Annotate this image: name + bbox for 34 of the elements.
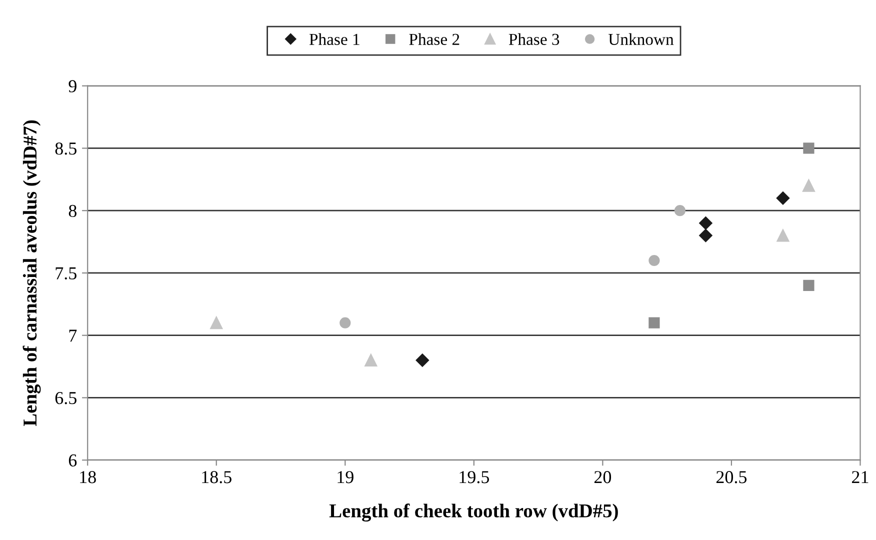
- x-axis-title: Length of cheek tooth row (vdD#5): [329, 504, 618, 522]
- legend-label: Phase 2: [409, 33, 460, 46]
- point: [648, 317, 660, 328]
- y-tick-label: 9: [68, 80, 76, 92]
- point: [803, 280, 814, 291]
- y-tick-label: 7: [69, 330, 77, 342]
- x-tick-label: 18: [80, 471, 96, 484]
- x-tick-label: 20.5: [716, 471, 747, 484]
- point: [674, 205, 686, 216]
- x-tick-label: 18.5: [202, 471, 232, 484]
- y-tick-label: 6.5: [55, 392, 76, 404]
- point: [699, 228, 712, 242]
- point: [210, 316, 223, 330]
- y-tick-label: 6: [68, 454, 77, 467]
- point: [803, 142, 814, 154]
- legend-label: Unknown: [608, 33, 674, 46]
- point: [699, 216, 712, 230]
- x-tick-label: 21: [852, 471, 868, 484]
- point: [364, 354, 378, 367]
- point: [776, 229, 790, 242]
- x-tick-label: 19: [338, 471, 354, 484]
- legend-label: Phase 1: [309, 33, 360, 46]
- x-tick-label: 20: [594, 471, 612, 484]
- point: [648, 254, 660, 266]
- legend-label: Phase 3: [508, 33, 560, 46]
- y-tick-label: 7.5: [56, 267, 76, 280]
- y-tick-label: 8.5: [55, 142, 76, 155]
- point: [416, 354, 429, 367]
- point: [802, 179, 815, 192]
- point: [340, 317, 351, 328]
- point: [776, 192, 790, 205]
- x-tick-label: 19.5: [460, 471, 490, 484]
- y-tick-label: 8: [68, 204, 76, 218]
- y-axis-title: Length of carnassial aveolus (vdD#7): [22, 120, 41, 426]
